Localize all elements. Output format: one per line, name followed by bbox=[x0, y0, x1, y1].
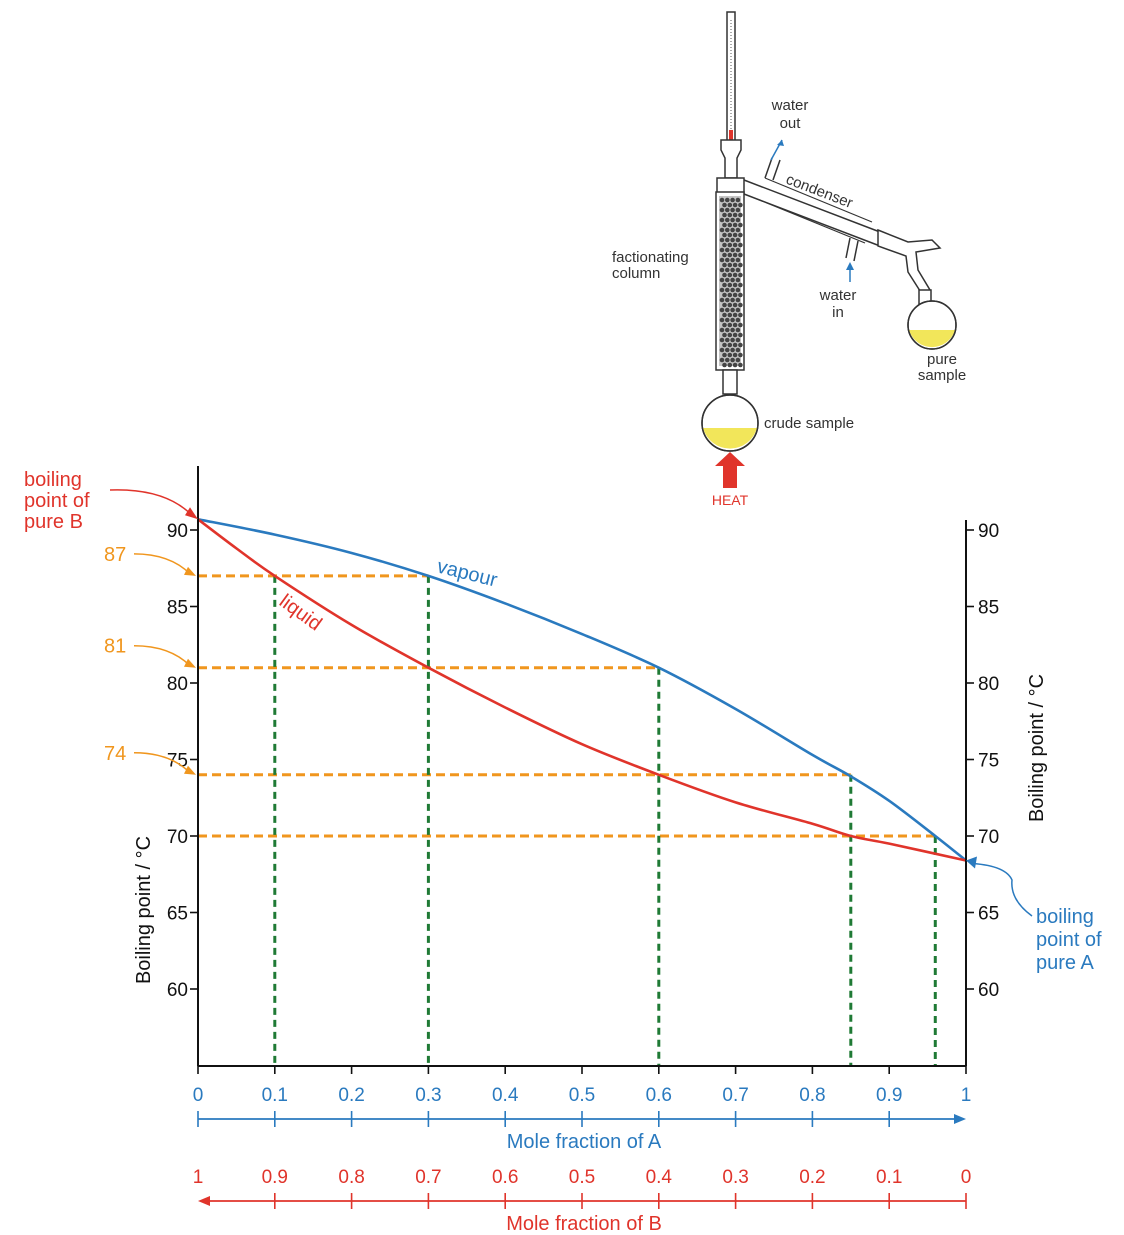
x-tick-label-a-7: 0.7 bbox=[722, 1085, 748, 1106]
x-axis-b-title: Mole fraction of B bbox=[506, 1213, 662, 1235]
x-tick-label-b-8: 0.2 bbox=[799, 1167, 825, 1188]
water-out-label-1: water bbox=[771, 97, 809, 114]
pure-b-label-2: point of bbox=[24, 490, 90, 512]
y-tick-label-right-65: 65 bbox=[978, 904, 999, 925]
y-tick-label-right-85: 85 bbox=[978, 598, 999, 619]
pure-b-label-1: boiling bbox=[24, 469, 82, 491]
x-tick-label-a-1: 0.1 bbox=[262, 1085, 288, 1106]
construction-lines bbox=[198, 574, 937, 1066]
x-tick-label-b-3: 0.7 bbox=[415, 1167, 441, 1188]
water-out-label-2: out bbox=[780, 115, 802, 132]
x-tick-label-a-10: 1 bbox=[961, 1085, 972, 1106]
pure-a-annotation: boiling point of pure A bbox=[966, 856, 1102, 974]
pure-a-label-3: pure A bbox=[1036, 952, 1094, 974]
series-label-vapour: vapour bbox=[435, 556, 500, 592]
y-tick-label-left-80: 80 bbox=[167, 674, 188, 695]
level-labels: 87 81 74 bbox=[104, 544, 196, 775]
x-tick-label-a-4: 0.4 bbox=[492, 1085, 519, 1106]
x-tick-label-b-1: 0.9 bbox=[262, 1167, 288, 1188]
fractionating-column-label-2: column bbox=[612, 265, 660, 282]
x-tick-label-b-4: 0.6 bbox=[492, 1167, 518, 1188]
x-tick-label-a-0: 0 bbox=[193, 1085, 204, 1106]
y-axis-left-title: Boiling point / °C bbox=[133, 836, 155, 984]
level-arrowhead-81 bbox=[184, 658, 196, 668]
x-tick-label-a-8: 0.8 bbox=[799, 1085, 825, 1106]
y-tick-label-left-85: 85 bbox=[167, 598, 188, 619]
x-tick-label-b-2: 0.8 bbox=[338, 1167, 364, 1188]
level-label-81: 81 bbox=[104, 636, 126, 658]
level-arrow-81 bbox=[133, 644, 191, 667]
x-tick-label-b-6: 0.4 bbox=[646, 1167, 673, 1188]
level-arrow-87 bbox=[133, 553, 191, 575]
annotations: boiling point of pure B boiling point of… bbox=[24, 469, 1102, 974]
x-tick-label-a-2: 0.2 bbox=[338, 1085, 364, 1106]
y-tick-label-left-65: 65 bbox=[167, 904, 188, 925]
level-arrowhead-87 bbox=[184, 566, 196, 576]
pure-a-label-1: boiling bbox=[1036, 906, 1094, 928]
pure-sample-label-2: sample bbox=[918, 367, 966, 384]
level-label-87: 87 bbox=[104, 544, 126, 566]
x-axis-a-title: Mole fraction of A bbox=[507, 1131, 662, 1153]
y-axis-right-title: Boiling point / °C bbox=[1026, 674, 1048, 822]
distillation-apparatus: water out condenser factionating column … bbox=[612, 11, 966, 508]
condenser-label: condenser bbox=[784, 171, 856, 212]
y-tick-label-right-70: 70 bbox=[978, 827, 999, 848]
x-scale-b: 1 0.9 0.8 0.7 0.6 0.5 0.4 0.3 0.2 0.1 0 Mole fract… bbox=[193, 1167, 972, 1235]
boiling-point-diagram: 60 65 70 75 80 85 90 60 65 70 75 80 85 90 Boiling po… bbox=[24, 466, 1102, 1235]
water-in-label-1: water bbox=[819, 287, 857, 304]
pure-b-label-3: pure B bbox=[24, 511, 83, 533]
level-label-74: 74 bbox=[104, 743, 126, 765]
y-tick-label-left-60: 60 bbox=[167, 980, 188, 1001]
y-tick-label-right-80: 80 bbox=[978, 674, 999, 695]
level-arrowhead-74 bbox=[184, 765, 196, 775]
series-label-liquid: liquid bbox=[275, 590, 326, 635]
pure-b-annotation: boiling point of pure B bbox=[24, 469, 198, 533]
crude-sample-flask-icon bbox=[701, 394, 759, 452]
y-tick-label-left-70: 70 bbox=[167, 827, 188, 848]
fractionating-column-icon bbox=[715, 191, 745, 371]
x-tick-label-b-10: 0 bbox=[961, 1167, 972, 1188]
x-tick-label-a-5: 0.5 bbox=[569, 1085, 595, 1106]
pure-a-label-2: point of bbox=[1036, 929, 1102, 951]
curve-vapour bbox=[197, 518, 967, 862]
y-tick-label-right-60: 60 bbox=[978, 980, 999, 1001]
y-tick-label-left-90: 90 bbox=[167, 521, 188, 542]
x-tick-label-a-9: 0.9 bbox=[876, 1085, 902, 1106]
curves bbox=[197, 518, 967, 862]
y-ticks-right: 60 65 70 75 80 85 90 bbox=[966, 521, 999, 1001]
pure-sample-label-1: pure bbox=[927, 351, 957, 368]
y-tick-label-right-75: 75 bbox=[978, 751, 999, 772]
x-tick-label-b-7: 0.3 bbox=[722, 1167, 748, 1188]
x-tick-label-b-5: 0.5 bbox=[569, 1167, 595, 1188]
axes: 60 65 70 75 80 85 90 60 65 70 75 80 85 90 bbox=[167, 466, 999, 1067]
fractionating-column-label-1: factionating bbox=[612, 249, 689, 266]
pure-sample-flask-icon bbox=[907, 289, 957, 350]
x-tick-label-b-9: 0.1 bbox=[876, 1167, 902, 1188]
x-tick-label-b-0: 1 bbox=[193, 1167, 204, 1188]
condenser-icon bbox=[743, 139, 881, 282]
heat-arrow-icon bbox=[715, 452, 745, 488]
crude-sample-label: crude sample bbox=[764, 415, 854, 432]
water-in-label-2: in bbox=[832, 304, 844, 321]
heat-label: HEAT bbox=[712, 492, 749, 508]
x-tick-label-a-6: 0.6 bbox=[646, 1085, 672, 1106]
curve-liquid bbox=[197, 518, 967, 862]
x-tick-label-a-3: 0.3 bbox=[415, 1085, 441, 1106]
y-tick-label-right-90: 90 bbox=[978, 521, 999, 542]
x-scale-a: 0 0.1 0.2 0.3 0.4 0.5 0.6 0.7 0.8 0.9 1 Mole fract… bbox=[193, 1066, 972, 1153]
